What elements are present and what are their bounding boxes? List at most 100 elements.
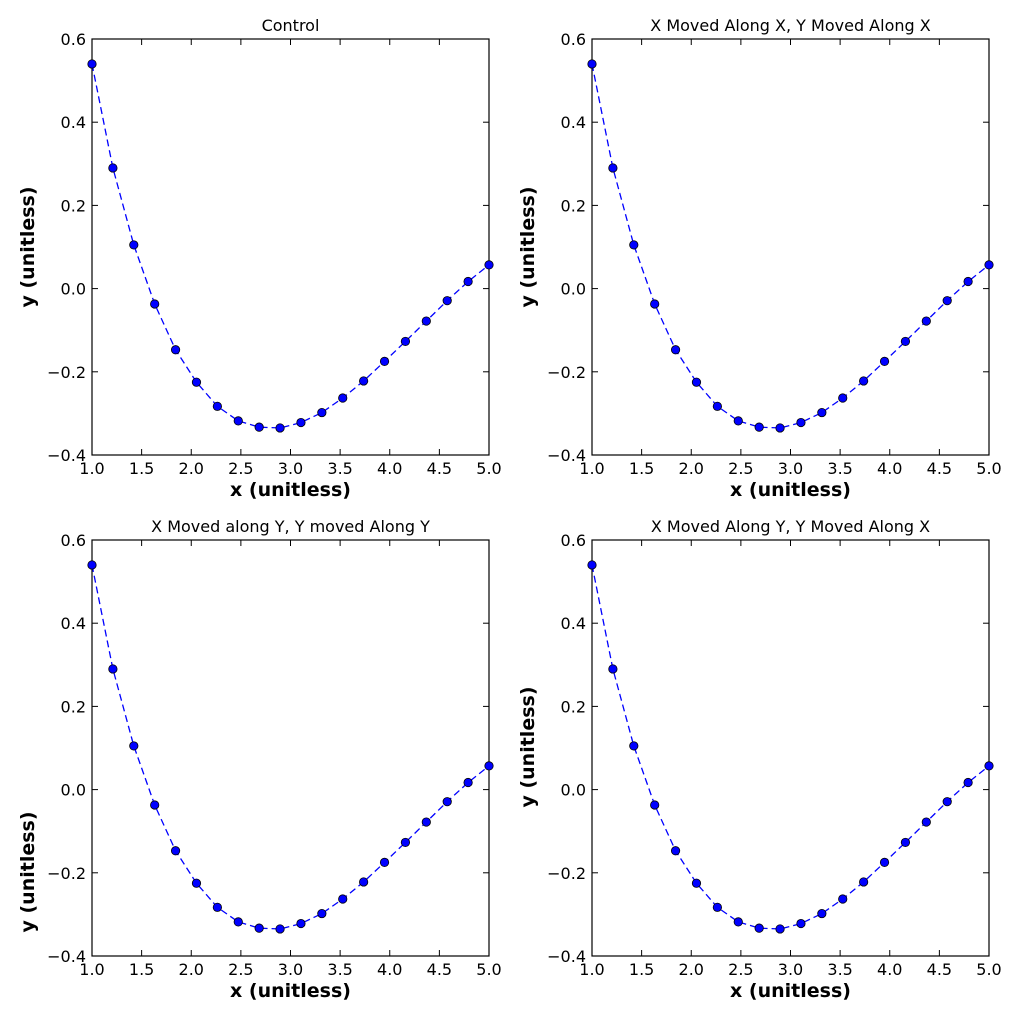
data-point [670,846,681,856]
y-tick-label: 0.6 [561,531,586,550]
data-point [712,902,722,912]
series-line [91,63,490,429]
data-point [817,407,827,418]
data-point [317,407,327,418]
x-tick-label: 3.0 [278,459,303,478]
data-point [212,902,222,912]
x-axis-label: x (unitless) [730,980,851,1002]
data-point [629,240,639,250]
y-tick-label: 0.0 [61,781,86,800]
y-tick-label: 0.6 [61,531,86,550]
data-point [650,299,660,309]
data-point [359,376,369,386]
data-point [691,377,702,387]
y-tick-label: 0.4 [561,614,586,633]
x-axis-label: x (unitless) [230,980,351,1002]
data-point [442,797,452,807]
data-point [400,336,411,347]
series-line [591,564,990,930]
data-point [87,560,97,570]
data-point [712,401,722,411]
data-point [963,276,973,287]
data-point [463,276,473,287]
data-point [129,240,139,250]
y-tick-label: 0.6 [61,30,86,49]
x-tick-label: 2.0 [679,459,704,478]
plot-frame [591,539,990,957]
x-tick-label: 2.0 [179,960,204,979]
x-tick-label: 2.0 [679,960,704,979]
x-tick-label: 2.5 [728,960,753,979]
data-point [670,345,681,355]
x-tick-label: 1.0 [579,960,604,979]
data-point [733,416,743,426]
chart-title: X Moved Along X, Y Moved Along X [650,16,930,35]
data-point [129,741,139,751]
chart-title: X Moved along Y, Y moved Along Y [151,517,430,536]
data-point [212,401,222,411]
y-tick-label: −0.2 [47,363,86,382]
data-point [442,296,452,306]
y-tick-label: 0.2 [561,697,586,716]
x-tick-label: 2.5 [228,960,253,979]
data-point [608,163,618,173]
x-tick-label: 5.0 [976,960,1001,979]
data-point [233,416,243,426]
y-tick-label: −0.4 [547,446,586,465]
data-point [254,422,264,432]
data-point [150,800,160,810]
x-tick-label: 3.5 [827,459,852,478]
x-tick-label: 4.5 [427,459,452,478]
data-point [921,817,931,827]
x-tick-label: 3.0 [278,960,303,979]
data-point [484,761,494,771]
data-point [733,917,743,927]
data-point [587,560,597,570]
data-point [650,800,660,810]
x-tick-label: 1.0 [579,459,604,478]
y-tick-label: −0.4 [547,947,586,966]
x-tick-label: 1.5 [129,459,154,478]
y-tick-label: 0.4 [61,113,86,132]
y-tick-label: −0.2 [47,864,86,883]
data-point [108,163,118,173]
data-point [629,741,639,751]
y-axis-label: y (unitless) [17,811,39,932]
data-point [587,59,597,69]
subplot-3: X Moved along Y, Y moved Along Y 1.0 1.5 2.… [17,517,502,1002]
x-axis-label: x (unitless) [230,479,351,501]
data-point [838,393,848,403]
y-tick-label: 0.2 [61,196,86,215]
x-tick-label: 4.5 [427,960,452,979]
x-tick-label: 4.0 [877,459,902,478]
data-point [796,918,806,929]
data-point [942,797,952,807]
y-axis-label: y (unitless) [17,186,39,307]
series-line [91,564,490,930]
chart-title: X Moved Along Y, Y Moved Along X [651,517,930,536]
data-point [254,923,264,933]
x-tick-label: 3.5 [327,459,352,478]
x-tick-label: 3.0 [778,459,803,478]
y-tick-label: 0.6 [561,30,586,49]
y-tick-label: 0.0 [561,280,586,299]
data-point [338,894,348,904]
y-axis-label: y (unitless) [517,686,539,807]
data-point [108,664,118,674]
data-point [900,837,911,848]
x-tick-label: 4.5 [927,960,952,979]
x-tick-label: 1.5 [129,960,154,979]
y-tick-label: −0.4 [47,947,86,966]
x-tick-label: 2.5 [728,459,753,478]
data-point [296,918,306,929]
x-tick-label: 4.0 [877,960,902,979]
data-point [191,878,202,888]
data-point [150,299,160,309]
data-point [400,837,411,848]
data-point [191,377,202,387]
y-tick-label: 0.0 [61,280,86,299]
y-tick-label: −0.2 [547,864,586,883]
data-point [463,777,473,788]
x-tick-label: 4.0 [377,960,402,979]
data-point [775,924,785,934]
